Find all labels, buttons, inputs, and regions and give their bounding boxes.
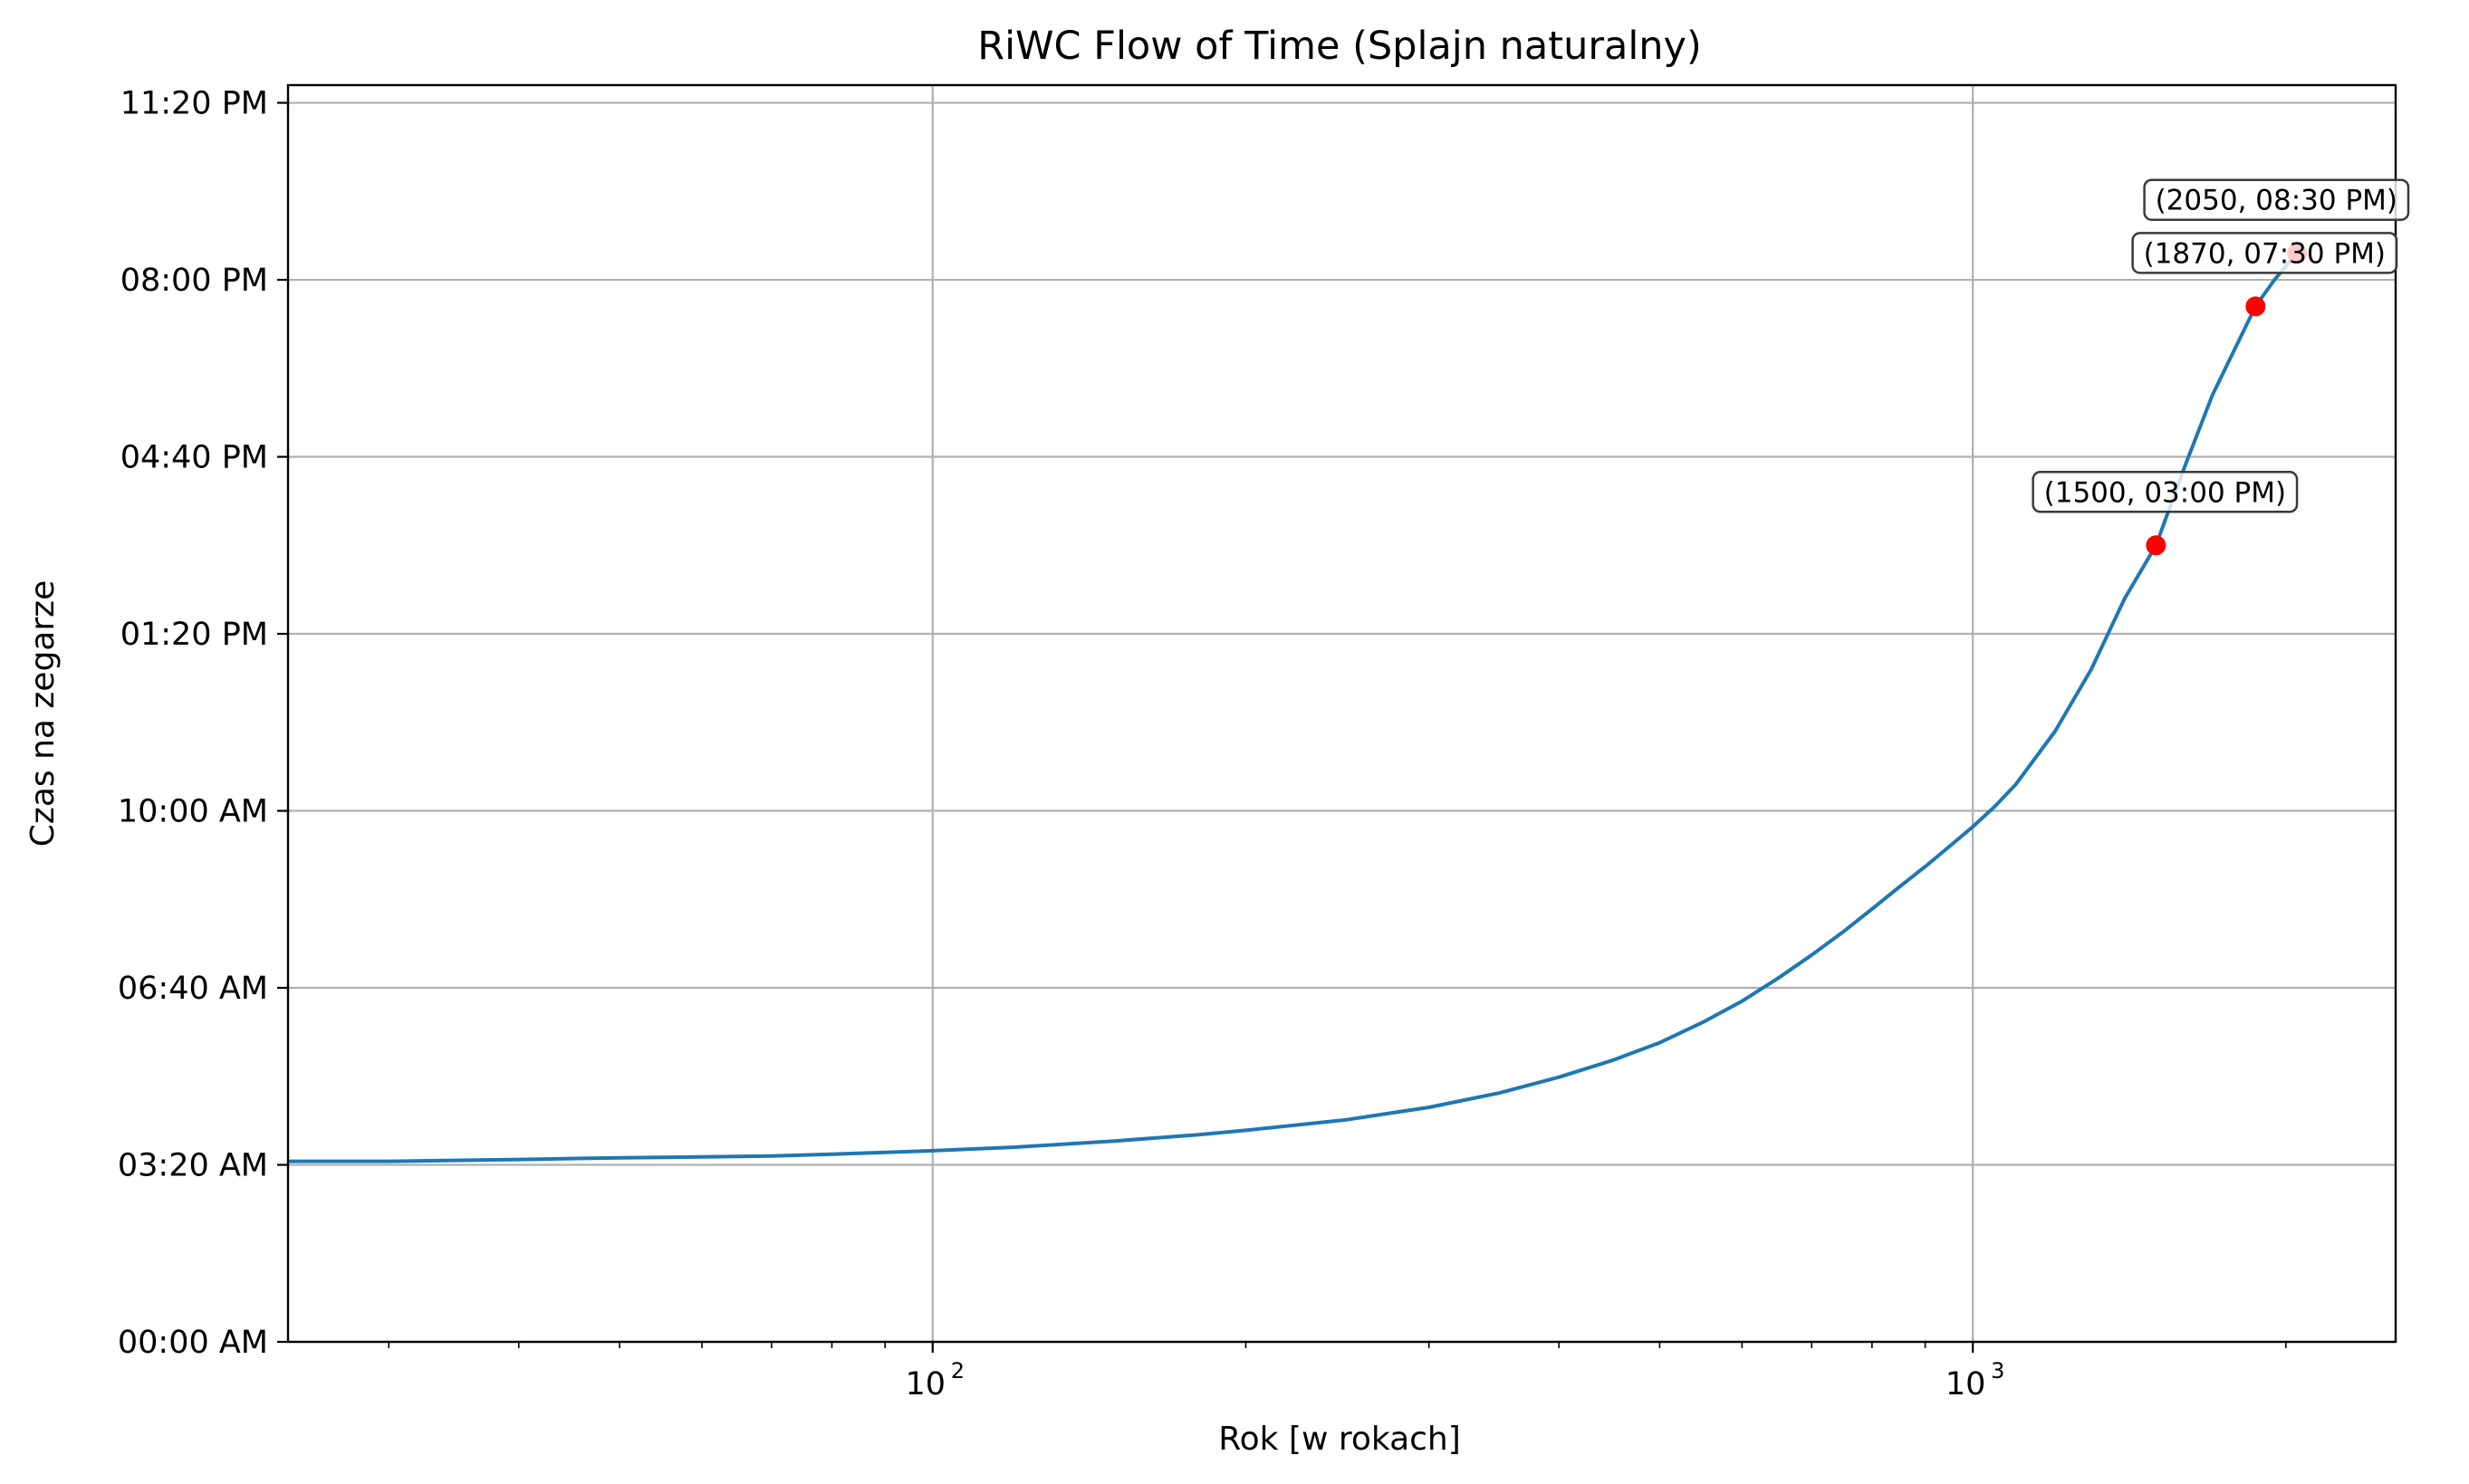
- annotation-label: (2050, 08:30 PM): [2156, 185, 2397, 217]
- y-tick-label: 11:20 PM: [120, 86, 268, 122]
- data-point: [2146, 535, 2166, 556]
- annotation: (1500, 03:00 PM): [2032, 471, 2299, 513]
- y-axis-label: Czas na zegarze: [24, 580, 62, 847]
- annotation-box: [2131, 232, 2398, 274]
- grid-lines: [288, 85, 2396, 1344]
- y-tick-label: 08:00 PM: [120, 263, 268, 299]
- y-tick-label: 03:20 AM: [118, 1148, 268, 1184]
- annotation-label: (1870, 07:30 PM): [2144, 237, 2386, 270]
- x-tick-label-exponent: 2: [951, 1358, 965, 1383]
- annotation-box: [2032, 471, 2299, 513]
- x-tick-label: 10: [905, 1366, 946, 1403]
- x-tick-label: 10: [1945, 1366, 1986, 1403]
- annotation-label: (1500, 03:00 PM): [2044, 476, 2286, 509]
- chart-title: RiWC Flow of Time (Splajn naturalny): [977, 24, 1702, 69]
- data-point: [2245, 296, 2266, 317]
- x-axis-label: Rok [w rokach]: [1218, 1421, 1461, 1458]
- annotation: (2050, 08:30 PM): [2143, 178, 2410, 221]
- plot-frame: [286, 83, 2397, 1344]
- series-lines: [288, 252, 2299, 1163]
- y-tick-label: 06:40 AM: [118, 971, 268, 1007]
- y-tick-label: 04:40 PM: [120, 440, 268, 476]
- y-tick-label: 10:00 AM: [118, 794, 268, 830]
- series-line: [288, 252, 2299, 1163]
- point-annotations: (1500, 03:00 PM) (1870, 07:30 PM) (2050, 0…: [2032, 178, 2410, 513]
- y-tick-label: 01:20 PM: [120, 617, 268, 653]
- annotation-box: [2143, 178, 2410, 221]
- axes: 00:00 AM 03:20 AM 06:40 AM 10:00 AM 01:20 PM…: [118, 86, 2287, 1403]
- y-tick-label: 00:00 AM: [118, 1325, 268, 1361]
- x-tick-label-exponent: 3: [1991, 1358, 2004, 1383]
- annotation: (1870, 07:30 PM): [2131, 232, 2398, 274]
